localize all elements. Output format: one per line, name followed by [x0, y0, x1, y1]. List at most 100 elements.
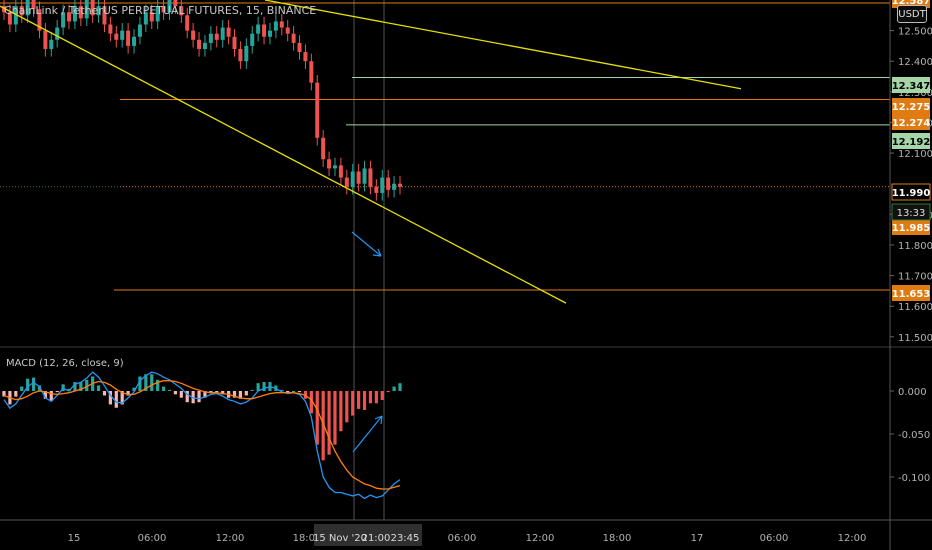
macd-histogram-bar [73, 382, 77, 391]
price-badge-label: 11.990 [892, 188, 931, 199]
price-badge-label: 11.653 [892, 289, 931, 300]
candle-body [25, 0, 30, 16]
candle-body [173, 0, 178, 7]
price-levels [0, 2, 890, 291]
price-badge [892, 77, 930, 93]
price-tick-label: 12.300 [898, 88, 932, 99]
candle-body [90, 0, 95, 16]
macd-histogram-bar [386, 391, 390, 393]
macd-histogram-bar [351, 391, 355, 416]
candle-body [7, 12, 12, 25]
macd-histogram-bar [138, 376, 142, 391]
countdown-badge [891, 203, 931, 221]
signal-line [3, 380, 401, 490]
trendlines [0, 0, 742, 304]
macd-histogram-bar [179, 391, 183, 398]
candle-body [350, 171, 355, 187]
price-badge-label: 12.275 [892, 102, 931, 113]
candle-body [2, 6, 6, 13]
macd-line [3, 371, 401, 500]
candle-body [262, 24, 267, 37]
crosshair-time-box [314, 524, 422, 546]
macd-histogram-bar [339, 391, 343, 432]
macd-histogram-bar [126, 391, 130, 396]
time-tick-label: 06:00 [760, 533, 789, 544]
crosshair-time-label: 23:45 [391, 533, 420, 544]
candle-body [214, 33, 219, 40]
macd-histogram-bar [161, 386, 166, 391]
macd-histogram-bar [102, 391, 107, 396]
candle-body [185, 15, 190, 31]
price-badge [891, 183, 931, 201]
trendline [264, 0, 742, 90]
price-tick-label: 12.500 [898, 27, 932, 38]
crosshair-time-label: 21:00 [362, 533, 391, 544]
candle-body [392, 183, 397, 190]
candle-body [143, 12, 148, 25]
currency-button[interactable]: USDT [897, 5, 927, 23]
candle-body [114, 33, 119, 40]
macd-histogram-bar [61, 384, 65, 391]
candle-body [126, 30, 131, 46]
price-tick-label: 12.100 [898, 149, 932, 160]
macd-histogram-bar [67, 388, 71, 391]
macd-histogram-bar [333, 391, 337, 445]
price-badge [892, 98, 930, 114]
macd-histogram-bar [280, 389, 284, 391]
candle-body [256, 24, 261, 34]
candle-body [78, 6, 83, 19]
macd-histogram-bar [150, 374, 154, 391]
candle-body [31, 0, 36, 10]
candle-body [202, 42, 207, 49]
time-tick-label: 15 [68, 533, 81, 544]
macd-histogram-bar [315, 391, 319, 445]
macd-histogram-bar [392, 386, 396, 391]
macd-arrow-head [374, 415, 383, 425]
macd-histogram-bar [144, 374, 148, 391]
candle-body [43, 30, 48, 49]
macd-histogram-bar [185, 391, 189, 403]
price-badge [892, 133, 930, 149]
time-tick-label: 12:00 [838, 533, 867, 544]
macd-histogram-bar [262, 382, 266, 391]
candle-body [250, 33, 255, 46]
macd-histogram-bar [380, 391, 384, 400]
macd-histogram-bar [297, 391, 302, 393]
candle-body [380, 177, 385, 193]
macd-title: MACD (12, 26, close, 9) [6, 358, 124, 369]
macd-histogram-bar [327, 391, 331, 455]
macd-histogram-bar [374, 391, 378, 404]
candle-body [13, 6, 18, 25]
price-badge [892, 219, 930, 235]
candle-body [120, 30, 125, 40]
candle-body [179, 6, 184, 16]
candle-body [368, 168, 373, 187]
candle-body [191, 30, 196, 40]
macd-histogram-bar [55, 391, 59, 393]
price-badge-label: 12.587 [892, 0, 931, 7]
time-tick-label: 18:00 [603, 533, 632, 544]
macd-histogram-bar [120, 391, 124, 405]
candle-body [303, 52, 308, 62]
macd-histogram-bar [221, 391, 225, 395]
candle-body [332, 165, 337, 169]
candle-body [197, 39, 202, 49]
macd-histogram-bar [26, 378, 30, 391]
candle-body [208, 33, 213, 43]
price-badges: 12.587 12.347 12.275 12.274 12.192 11.990 11.9… [891, 0, 931, 301]
candle-body [386, 177, 391, 190]
macd-histogram-bar [357, 391, 361, 409]
price-badge-label: 12.347 [892, 81, 931, 92]
price-tick-label: 11.500 [898, 333, 932, 344]
price-tick-label: 11.800 [898, 241, 932, 252]
candlestick-series [2, 0, 402, 201]
macd-histogram-bar [37, 385, 42, 391]
macd-histogram-bar [132, 387, 136, 391]
candle-body [84, 0, 89, 19]
price-badge [892, 285, 930, 301]
macd-histogram-bar [79, 382, 83, 391]
candle-body [67, 12, 72, 22]
macd-arrow [352, 415, 383, 453]
